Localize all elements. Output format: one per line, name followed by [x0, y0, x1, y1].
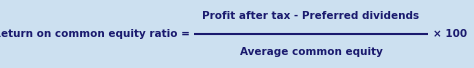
Text: Average common equity: Average common equity	[239, 47, 383, 57]
Text: Profit after tax - Preferred dividends: Profit after tax - Preferred dividends	[202, 11, 419, 21]
Text: × 100: × 100	[433, 29, 467, 39]
Text: Return on common equity ratio =: Return on common equity ratio =	[0, 29, 190, 39]
